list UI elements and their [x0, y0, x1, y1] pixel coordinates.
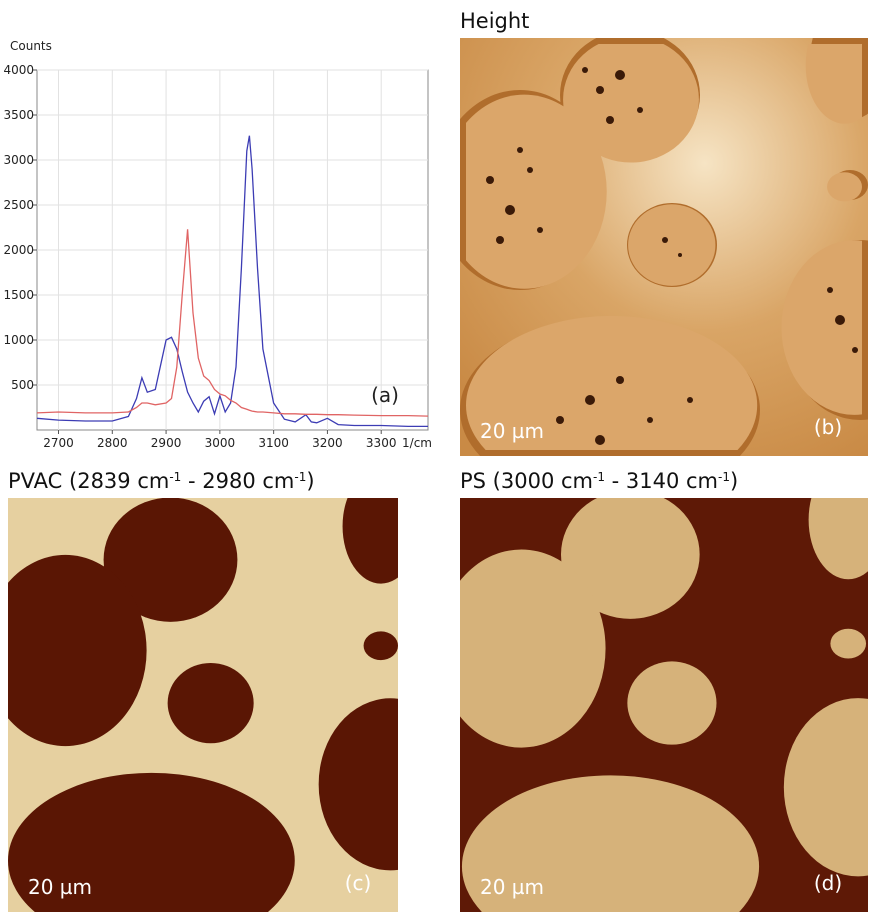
superscript: -1	[718, 470, 730, 484]
x-tick-label: 3300	[366, 436, 397, 450]
y-tick-label: 2500	[3, 198, 34, 212]
ps-image	[460, 498, 868, 912]
superscript: -1	[294, 470, 306, 484]
y-tick-label: 500	[11, 378, 34, 392]
scale-bar-label: 20 µm	[480, 419, 544, 443]
title-part: )	[730, 469, 738, 493]
superscript: -1	[593, 470, 605, 484]
panel-label: (c)	[345, 871, 372, 895]
spectrum-line	[36, 229, 429, 417]
panel-label: (b)	[814, 415, 842, 439]
title-part: - 3140 cm	[605, 469, 718, 493]
y-axis-label: Counts	[10, 39, 52, 53]
x-tick-label: 3000	[205, 436, 236, 450]
panel-title: PVAC (2839 cm-1 - 2980 cm-1)	[8, 469, 315, 493]
panel-title: PS (3000 cm-1 - 3140 cm-1)	[460, 469, 738, 493]
title-part: Height	[460, 9, 529, 33]
scale-bar-label: 20 µm	[480, 875, 544, 899]
x-tick-label: 2700	[43, 436, 74, 450]
y-tick-label: 3500	[3, 108, 34, 122]
title-part: )	[306, 469, 314, 493]
y-tick-label: 2000	[3, 243, 34, 257]
x-tick-label: 3100	[258, 436, 289, 450]
pvac-image	[8, 498, 398, 912]
y-tick-label: 1500	[3, 288, 34, 302]
y-tick-label: 4000	[3, 63, 34, 77]
panel-label: (d)	[814, 871, 842, 895]
x-tick-label: 2800	[97, 436, 128, 450]
scale-bar-label: 20 µm	[28, 875, 92, 899]
title-part: PVAC (2839 cm	[8, 469, 169, 493]
height-image	[460, 38, 868, 456]
y-tick-label: 3000	[3, 153, 34, 167]
x-tick-label: 2900	[151, 436, 182, 450]
title-part: PS (3000 cm	[460, 469, 593, 493]
panel-label: (a)	[371, 383, 399, 407]
x-tick-label: 3200	[312, 436, 343, 450]
superscript: -1	[169, 470, 181, 484]
y-tick-label: 1000	[3, 333, 34, 347]
panel-title: Height	[460, 9, 529, 33]
spectrum-line	[36, 135, 428, 428]
x-axis-label: 1/cm	[402, 436, 432, 450]
title-part: - 2980 cm	[181, 469, 294, 493]
